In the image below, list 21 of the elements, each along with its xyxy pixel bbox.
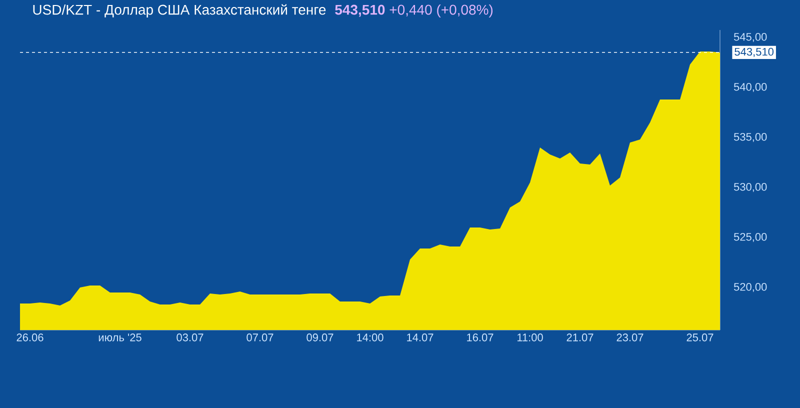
- y-tick-label: 545,00: [734, 32, 767, 42]
- x-tick-label: июль '25: [98, 334, 142, 342]
- x-tick-label: 21.07: [566, 334, 594, 342]
- y-tick-label: 530,00: [734, 182, 767, 192]
- y-tick-label: 540,00: [734, 82, 767, 92]
- y-tick-label: 525,00: [734, 232, 767, 242]
- x-tick-label: 03.07: [176, 334, 204, 342]
- x-tick-label: 07.07: [246, 334, 274, 342]
- x-tick-label: 09.07: [306, 334, 334, 342]
- x-tick-label: 11:00: [517, 334, 543, 342]
- y-tick-label: 520,00: [734, 282, 767, 292]
- x-tick-label: 26.06: [16, 334, 44, 342]
- x-tick-label: 14:00: [357, 334, 384, 342]
- x-tick-label: 16.07: [467, 334, 494, 342]
- x-tick-label: 14.07: [407, 334, 434, 342]
- ref-line-label: 543,510: [734, 48, 774, 57]
- chart-subtitle: 543,510 +0,440 (+0,08%): [335, 4, 493, 18]
- x-tick-label: 23.07: [616, 334, 644, 342]
- chart-title: USD/KZT - Доллар США Казахстанский тенге: [33, 4, 326, 18]
- y-tick-label: 535,00: [734, 132, 767, 142]
- x-tick-label: 25.07: [686, 334, 714, 342]
